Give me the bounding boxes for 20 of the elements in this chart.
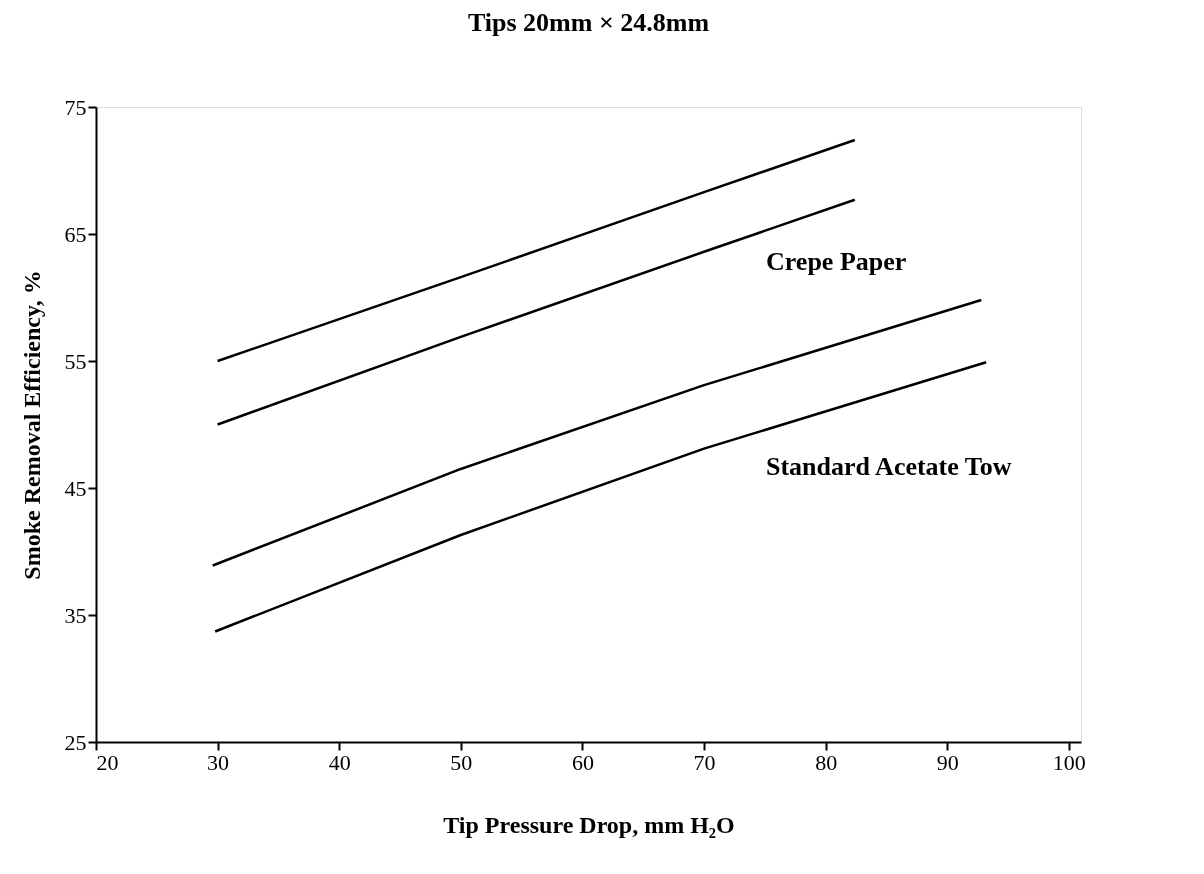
y-tick-label: 45 [64,475,87,501]
x-tick-label: 40 [328,749,351,775]
x-axis-title: Tip Pressure Drop, mm H₂O [443,811,735,838]
chart-title: Tips 20mm × 24.8mm [467,8,710,37]
x-tick-label: 100 [1052,749,1086,775]
y-tick-label: 35 [64,602,87,628]
annotation: Crepe Paper [766,247,907,276]
x-tick-label: 20 [96,749,119,775]
y-axis-title: Smoke Removal Efficiency, % [18,270,45,580]
y-tick-label: 55 [64,348,87,374]
x-tick-label: 80 [815,749,838,775]
y-tick-label: 25 [64,729,87,755]
x-tick-label: 30 [207,749,230,775]
y-tick-label: 75 [64,94,87,120]
x-tick-label: 60 [571,749,594,775]
x-tick-label: 50 [450,749,473,775]
y-tick-label: 65 [64,221,87,247]
x-tick-label: 70 [693,749,716,775]
x-tick-label: 90 [936,749,959,775]
annotation: Standard Acetate Tow [766,452,1012,481]
